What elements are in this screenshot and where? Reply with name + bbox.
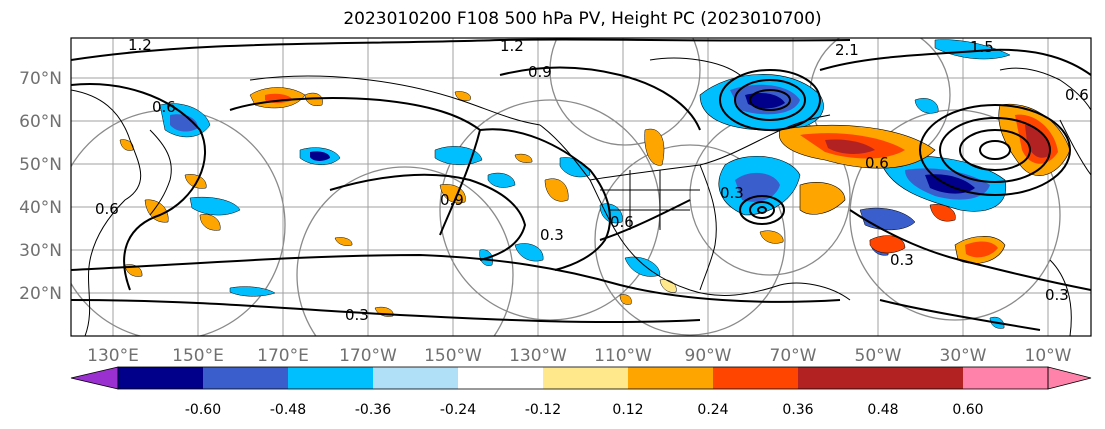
colorbar: -0.60 -0.48 -0.36 -0.24 -0.12 0.12 0.24 … xyxy=(70,366,1092,418)
contour-label: 1.2 xyxy=(500,37,524,55)
colorbar-label: -0.36 xyxy=(355,402,391,418)
height-contours xyxy=(71,38,1091,331)
contour-labels: 1.2 1.2 0.9 0.6 0.9 0.6 0.3 0.6 0.3 0.3 … xyxy=(95,36,1089,324)
coastlines xyxy=(71,57,1091,336)
lon-tick: 150°W xyxy=(424,346,482,366)
lon-tick: 10°W xyxy=(1025,346,1072,366)
colorbar-label: 0.36 xyxy=(782,402,813,418)
colorbar-label: -0.60 xyxy=(185,402,221,418)
lat-tick: 70°N xyxy=(19,69,62,89)
colorbar-label: 0.24 xyxy=(697,402,728,418)
contour-label: 2.1 xyxy=(835,41,859,59)
contour-label: 0.3 xyxy=(345,306,369,324)
lon-tick: 170°W xyxy=(339,346,397,366)
lon-tick: 130°W xyxy=(509,346,567,366)
colorbar-extend-min xyxy=(70,366,119,390)
contour-label: 0.3 xyxy=(540,226,564,244)
contour-label: 0.6 xyxy=(865,154,889,172)
colorbar-swatch xyxy=(628,367,713,389)
pv-negative-shading xyxy=(159,39,1011,329)
contour-label: 0.6 xyxy=(610,213,634,231)
colorbar-swatch xyxy=(458,367,543,389)
colorbar-swatch xyxy=(288,367,373,389)
contour-label: 0.6 xyxy=(152,98,176,116)
lat-tick: 40°N xyxy=(19,198,62,218)
colorbar-swatch xyxy=(118,367,203,389)
contour-label: 0.6 xyxy=(95,200,119,218)
colorbar-swatch xyxy=(883,367,963,389)
contour-label: 0.3 xyxy=(1045,286,1069,304)
lon-tick: 150°E xyxy=(172,346,224,366)
map-plot-area: 1.2 1.2 0.9 0.6 0.9 0.6 0.3 0.6 0.3 0.3 … xyxy=(71,36,1091,336)
contour-label: 0.6 xyxy=(1065,86,1089,104)
lon-tick-labels: 130°E 150°E 170°E 170°W 150°W 130°W 110°… xyxy=(87,346,1072,366)
lon-tick: 170°E xyxy=(257,346,309,366)
colorbar-swatch xyxy=(373,367,458,389)
colorbar-label: 0.60 xyxy=(952,402,983,418)
lat-tick-labels: 70°N 60°N 50°N 40°N 30°N 20°N xyxy=(19,69,62,304)
colorbar-label: 0.12 xyxy=(612,402,643,418)
contour-label: 0.3 xyxy=(890,251,914,269)
contour-label: 1.2 xyxy=(128,36,152,54)
plot-frame xyxy=(70,37,1092,337)
contour-label: 0.9 xyxy=(440,191,464,209)
lon-tick: 130°E xyxy=(87,346,139,366)
lat-tick: 60°N xyxy=(19,112,62,132)
contour-label: 0.9 xyxy=(528,63,552,81)
colorbar-swatch xyxy=(713,367,798,389)
colorbar-label: 0.48 xyxy=(867,402,898,418)
colorbar-label: -0.24 xyxy=(440,402,476,418)
colorbar-label: -0.12 xyxy=(525,402,561,418)
lat-tick: 20°N xyxy=(19,284,62,304)
colorbar-swatch xyxy=(203,367,288,389)
lon-tick: 90°W xyxy=(685,346,732,366)
colorbar-swatch xyxy=(543,367,628,389)
contour-label: 0.3 xyxy=(720,184,744,202)
colorbar-swatch xyxy=(798,367,883,389)
contour-label: 1.5 xyxy=(970,38,994,56)
lat-tick: 50°N xyxy=(19,155,62,175)
colorbar-label: -0.48 xyxy=(270,402,306,418)
lon-tick: 30°W xyxy=(940,346,987,366)
lat-tick: 30°N xyxy=(19,241,62,261)
lon-tick: 110°W xyxy=(594,346,652,366)
lon-tick: 70°W xyxy=(770,346,817,366)
lon-tick: 50°W xyxy=(855,346,902,366)
map-title: 2023010200 F108 500 hPa PV, Height PC (2… xyxy=(343,9,822,29)
